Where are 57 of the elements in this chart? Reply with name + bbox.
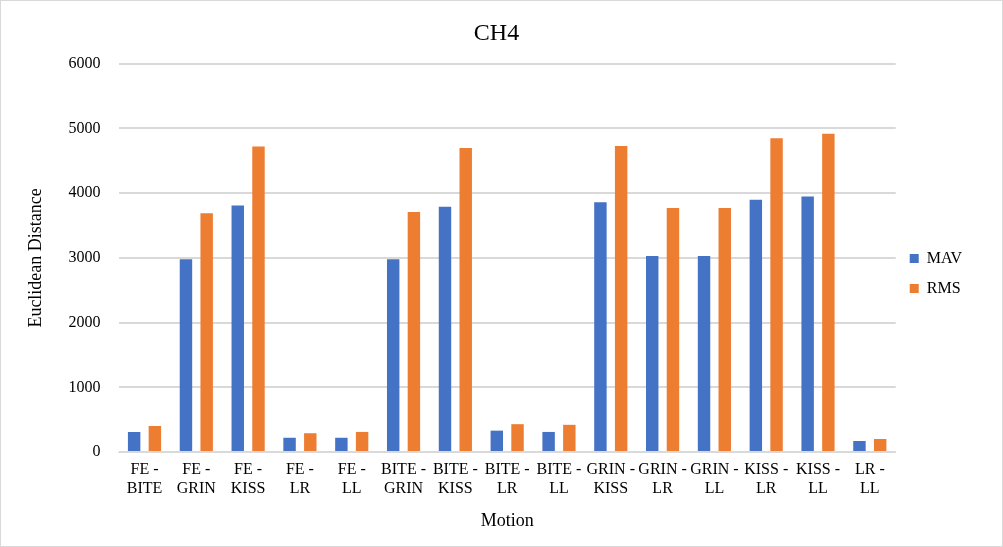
y-tick-label: 5000: [68, 118, 101, 136]
bar: [749, 199, 763, 451]
x-tick-label: BITE - GRIN: [381, 459, 426, 496]
legend-label: MAV: [926, 248, 963, 266]
bar: [407, 211, 421, 451]
bar: [355, 431, 369, 451]
y-tick-label: 6000: [68, 54, 101, 71]
bar: [200, 213, 213, 451]
bar: [770, 138, 783, 451]
x-tick-label: BITE - LR: [484, 459, 530, 496]
bar: [252, 146, 265, 451]
bar: [179, 259, 193, 451]
x-tick-label: BITE - LL: [536, 459, 582, 496]
bar: [148, 426, 162, 451]
x-tick-label: GRIN - LR: [638, 459, 687, 496]
y-tick-label: 4000: [68, 183, 101, 201]
bar: [386, 259, 400, 451]
x-axis-title: Motion: [480, 509, 534, 530]
y-tick-label: 3000: [68, 248, 101, 266]
x-tick-label: FE - KISS: [230, 459, 266, 496]
bar: [666, 208, 680, 451]
bar: [459, 147, 472, 451]
bar: [853, 441, 866, 451]
x-tick-label: FE - BITE: [126, 459, 163, 496]
bar: [438, 206, 452, 451]
y-axis-title: Euclidean Distance: [24, 188, 45, 328]
x-tick-label: LR - LL: [854, 459, 885, 496]
bar: [614, 145, 628, 451]
x-tick-label: FE - LR: [285, 459, 314, 496]
bar: [304, 433, 317, 451]
x-tick-label: BITE - KISS: [432, 459, 478, 496]
bar: [490, 430, 504, 451]
x-tick-label: KISS - LR: [744, 459, 789, 496]
bar: [801, 196, 814, 451]
legend-label: RMS: [926, 278, 961, 296]
bar: [697, 255, 711, 451]
bar: [563, 424, 576, 451]
bar: [646, 255, 659, 451]
x-tick-label: GRIN - LL: [690, 459, 739, 496]
x-tick-label: KISS - LL: [796, 459, 841, 496]
x-tick-label: FE - LL: [337, 459, 366, 496]
x-tick-label: FE - GRIN: [176, 459, 217, 496]
chart-title: CH4: [473, 18, 520, 45]
bar: [511, 424, 524, 451]
x-tick-label: GRIN - KISS: [586, 459, 635, 496]
y-tick-label: 1000: [68, 377, 101, 395]
bar: [127, 431, 141, 451]
bar: [718, 208, 731, 451]
y-tick-label: 0: [92, 442, 101, 460]
bar: [283, 437, 296, 451]
y-tick-label: 2000: [68, 312, 101, 330]
bar: [822, 133, 835, 451]
bar: [335, 437, 348, 451]
bar: [542, 431, 555, 451]
bar: [594, 202, 607, 451]
bar: [231, 205, 244, 451]
bar: [873, 439, 887, 451]
